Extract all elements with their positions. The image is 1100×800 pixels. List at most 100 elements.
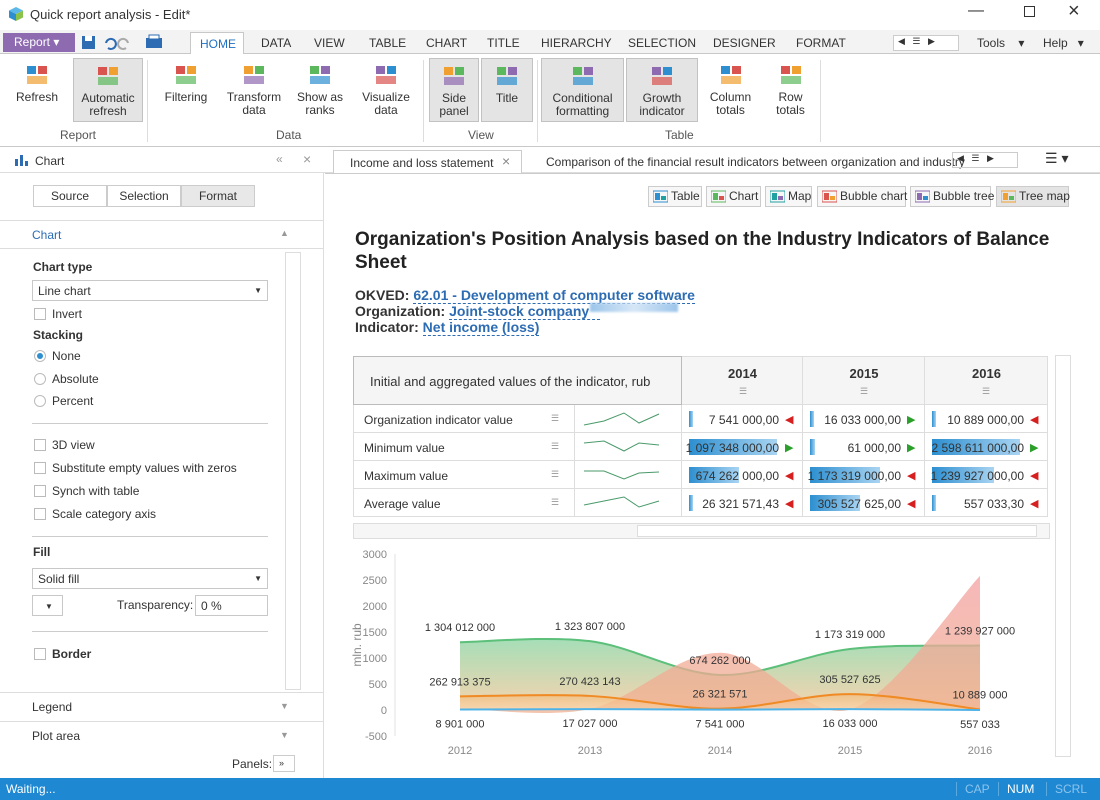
layout-menu[interactable]: ☰ ▾ (1045, 150, 1069, 166)
ribbon-tab[interactable]: CHART (426, 36, 468, 50)
decoration (655, 193, 660, 200)
meta-line: Indicator: Net income (loss) (355, 319, 540, 336)
stacking-radio[interactable] (34, 350, 46, 362)
maximize[interactable] (1024, 6, 1035, 17)
value-bar (689, 439, 777, 455)
data-label: 17 027 000 (562, 718, 617, 730)
panel-section[interactable] (0, 692, 323, 721)
ribbon-tab[interactable]: SELECTION (628, 36, 697, 50)
ribbon-tab[interactable]: DESIGNER (713, 36, 776, 50)
value-cell (682, 405, 803, 433)
fill-select[interactable]: Solid fill ▼ (32, 568, 268, 589)
tools-label: Tools (977, 36, 1006, 50)
option-checkbox[interactable] (34, 485, 46, 497)
row-filter[interactable]: ☰ (551, 469, 560, 479)
ribbon-button[interactable]: Filtering (157, 58, 215, 118)
stacking-radio[interactable] (34, 372, 46, 385)
decoration (917, 193, 922, 200)
row-filter[interactable]: ☰ (551, 497, 560, 507)
ribbon-button[interactable]: Column totals (703, 58, 758, 118)
tab-scroll[interactable]: ◀ ☰ ▶ (893, 35, 959, 51)
option-checkbox[interactable] (34, 462, 46, 474)
invert-checkbox[interactable] (34, 308, 46, 320)
decoration (824, 193, 829, 200)
decoration (572, 67, 582, 75)
y-axis-title: mln. rub (350, 623, 364, 667)
decoration (1009, 196, 1014, 200)
view-button[interactable]: Bubble tree (910, 186, 994, 207)
ribbon-tab[interactable]: HIERARCHY (541, 36, 612, 50)
data-label: 557 033 (960, 719, 1000, 731)
ribbon-button[interactable]: Growth indicator (626, 58, 698, 122)
meta-link[interactable]: Joint-stock company " (449, 303, 600, 320)
chart-type-select[interactable]: Line chart ▼ (32, 280, 268, 301)
close[interactable]: × (1068, 0, 1080, 22)
meta-link[interactable]: 62.01 - Development of computer software (413, 287, 695, 304)
ribbon-button[interactable]: Automatic refresh (73, 58, 143, 122)
row-filter[interactable]: ☰ (551, 413, 560, 423)
panel-tab[interactable]: Selection (107, 185, 181, 207)
doc-tab[interactable]: Comparison of the financial result indic… (546, 155, 965, 169)
column-filter[interactable]: ☰ (739, 386, 748, 396)
collapse-panel[interactable]: « (276, 152, 283, 166)
doc-tab-scroll[interactable]: ◀ ☰ ▶ (952, 152, 1018, 168)
view-button[interactable]: Tree map (996, 186, 1070, 207)
ribbon-tab[interactable]: TITLE (487, 36, 520, 50)
ribbon-button[interactable]: Visualize data (356, 58, 416, 118)
ribbon-button[interactable]: Row totals (763, 58, 818, 118)
tools-menu[interactable]: Tools ▾ (977, 36, 1025, 50)
ribbon-tab[interactable]: HOME (190, 32, 244, 54)
report-button[interactable]: Report ▾ (3, 33, 75, 52)
value-text: 26 321 571,43 (702, 497, 779, 511)
section-chart[interactable] (0, 220, 323, 249)
decoration (652, 77, 672, 85)
decoration (16, 10, 23, 21)
decoration (822, 190, 837, 203)
panels-button[interactable]: » (273, 755, 295, 772)
value-cell (803, 405, 925, 433)
doc-tab-close[interactable]: × (502, 153, 511, 169)
stacking-radio[interactable] (34, 395, 46, 407)
sparkline (583, 412, 660, 426)
trend-indicator: ◀ (907, 470, 916, 482)
doc-tab[interactable]: Income and loss statement (333, 150, 522, 174)
ribbon-button[interactable]: Side panel (429, 58, 479, 122)
ribbon-button[interactable]: Show as ranks (292, 58, 348, 118)
ribbon-tab[interactable]: FORMAT (796, 36, 846, 50)
column-filter[interactable]: ☰ (982, 386, 991, 396)
ribbon-tab[interactable]: VIEW (314, 36, 345, 50)
color-picker[interactable]: ▼ (32, 595, 63, 616)
view-button[interactable]: Chart (706, 186, 761, 207)
ribbon-tab[interactable]: DATA (261, 36, 292, 50)
value-cell (803, 489, 925, 517)
panel-section[interactable] (0, 721, 323, 750)
column-header (803, 356, 925, 405)
view-button[interactable]: Map (765, 186, 812, 207)
ribbon-tab[interactable]: TABLE (369, 36, 407, 50)
meta-line: OKVED: 62.01 - Development of computer s… (355, 287, 695, 304)
help-menu[interactable]: Help ▾ (1043, 36, 1084, 50)
option-checkbox[interactable] (34, 439, 46, 451)
row-filter[interactable]: ☰ (551, 441, 560, 451)
border-checkbox[interactable] (34, 648, 46, 660)
ribbon-button[interactable]: Conditional formatting (541, 58, 624, 122)
panel-tab[interactable]: Source (33, 185, 107, 207)
ribbon-button[interactable]: Title (481, 58, 533, 122)
meta-link[interactable]: Net income (loss) (422, 319, 540, 336)
option-checkbox[interactable] (34, 508, 46, 520)
panel-tab[interactable]: Format (181, 185, 255, 207)
button-icon (720, 66, 741, 84)
close-panel[interactable]: × (303, 151, 312, 167)
view-button[interactable]: Table (648, 186, 702, 207)
value-bar (932, 495, 936, 511)
column-filter[interactable]: ☰ (860, 386, 869, 396)
column-header (682, 356, 803, 405)
decoration (778, 196, 783, 200)
view-button[interactable]: Bubble chart (817, 186, 908, 207)
view-label: Bubble chart (840, 189, 908, 203)
ribbon-button[interactable]: Refresh (5, 58, 69, 118)
minimize[interactable]: — (968, 2, 984, 19)
transparency-input[interactable]: 0 % (195, 595, 268, 616)
ribbon-button[interactable]: Transform data (222, 58, 286, 118)
